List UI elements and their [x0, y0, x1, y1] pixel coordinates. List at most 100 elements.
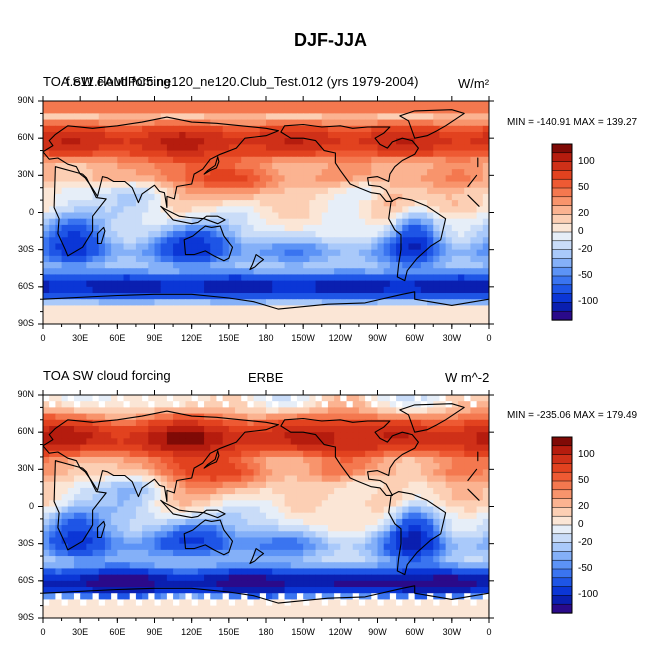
map-cell: [61, 125, 69, 133]
map-cell: [272, 293, 279, 300]
map-cell: [266, 113, 273, 121]
map-cell: [86, 444, 94, 452]
map-cell: [315, 475, 323, 483]
map-cell: [476, 419, 484, 427]
map-cell: [241, 537, 249, 545]
map-cell: [377, 580, 385, 588]
map-cell: [408, 432, 416, 439]
map-cell: [296, 401, 304, 408]
map-cell: [365, 101, 372, 108]
map-cell: [55, 487, 63, 495]
map-cell: [61, 243, 69, 251]
map-cell: [365, 395, 372, 402]
map-cell: [129, 456, 137, 464]
map-cell: [470, 212, 478, 220]
map-cell: [259, 525, 267, 532]
map-cell: [86, 200, 94, 207]
map-cell: [80, 456, 87, 464]
map-cell: [98, 311, 106, 319]
map-cell: [154, 518, 162, 526]
map-cell: [389, 243, 397, 251]
map-cell: [445, 101, 453, 108]
map-cell: [296, 574, 304, 582]
map-cell: [142, 243, 149, 251]
map-cell: [142, 574, 149, 582]
map-cell: [135, 305, 143, 313]
map-cell: [296, 568, 304, 576]
map-cell: [222, 543, 230, 551]
map-cell: [365, 150, 372, 158]
map-cell: [278, 293, 286, 300]
map-cell: [352, 531, 360, 539]
map-cell: [210, 494, 218, 501]
map-cell: [296, 249, 304, 257]
map-cell: [278, 175, 286, 183]
map-cell: [160, 200, 168, 207]
map-cell: [117, 475, 125, 483]
map-cell: [358, 444, 366, 452]
map-cell: [166, 175, 174, 183]
map-cell: [358, 107, 366, 114]
map-cell: [160, 419, 168, 427]
map-cell: [241, 187, 249, 195]
map-cell: [43, 587, 50, 594]
map-cell: [117, 500, 125, 508]
map-cell: [80, 206, 87, 214]
map-cell: [352, 311, 360, 319]
map-cell: [111, 274, 118, 282]
map-cell: [43, 419, 50, 427]
map-cell: [340, 169, 348, 176]
map-cell: [173, 150, 180, 158]
map-cell: [303, 181, 310, 189]
map-cell: [408, 568, 416, 576]
map-cell: [420, 432, 428, 439]
map-cell: [61, 500, 69, 508]
map-cell: [111, 224, 118, 232]
map-cell: [433, 231, 441, 238]
map-cell: [241, 587, 249, 594]
map-cell: [241, 494, 249, 501]
map-cell: [228, 162, 236, 170]
map-cell: [247, 500, 255, 508]
map-cell: [241, 506, 249, 514]
map-cell: [111, 456, 118, 464]
map-cell: [73, 487, 81, 495]
map-cell: [402, 119, 410, 127]
map-cell: [309, 574, 317, 582]
map-cell: [160, 317, 168, 324]
map-cell: [55, 444, 63, 452]
map-cell: [173, 175, 180, 183]
map-cell: [135, 101, 143, 108]
map-cell: [80, 494, 87, 501]
map-cell: [67, 407, 75, 415]
map-cell: [173, 469, 180, 477]
map-cell: [439, 438, 447, 446]
map-cell: [396, 150, 403, 158]
map-cell: [371, 518, 379, 526]
map-cell: [61, 317, 69, 324]
map-cell: [160, 262, 168, 269]
map-field: [43, 101, 489, 324]
map-cell: [290, 574, 298, 582]
map-cell: [235, 537, 242, 545]
map-cell: [160, 425, 168, 433]
map-cell: [197, 206, 205, 214]
map-cell: [210, 144, 218, 152]
map-cell: [55, 138, 63, 145]
map-cell: [377, 237, 385, 245]
map-cell: [352, 125, 360, 133]
map-cell: [396, 286, 403, 294]
map-cell: [80, 293, 87, 300]
map-cell: [340, 395, 348, 402]
map-cell: [98, 537, 106, 545]
map-cell: [55, 494, 63, 501]
map-cell: [166, 568, 174, 576]
map-cell: [191, 212, 199, 220]
map-cell: [179, 169, 187, 176]
map-cell: [427, 268, 434, 276]
map-cell: [371, 432, 379, 439]
map-cell: [464, 506, 472, 514]
map-cell: [476, 162, 484, 170]
map-cell: [309, 413, 317, 421]
map-cell: [352, 293, 360, 300]
